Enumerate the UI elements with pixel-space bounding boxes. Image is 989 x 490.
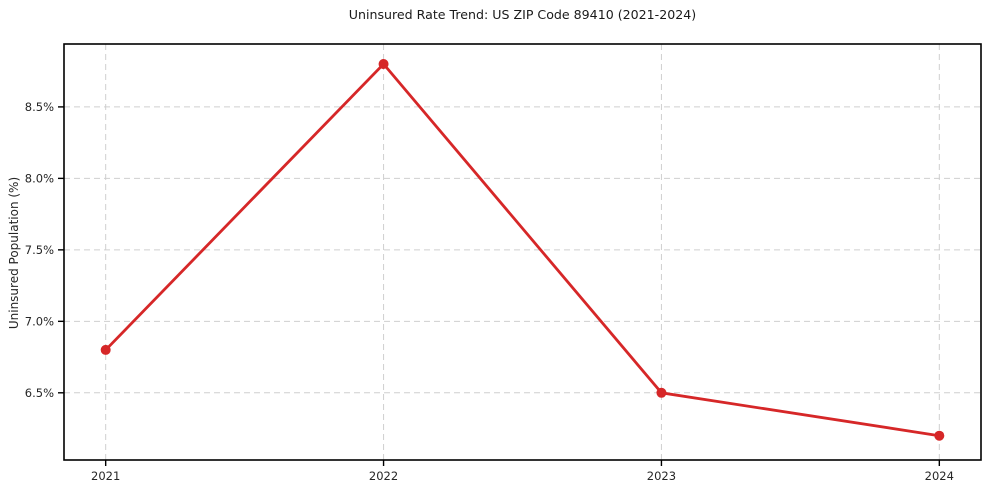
x-tick-label: 2022	[369, 469, 398, 483]
y-tick-label: 7.5%	[25, 243, 54, 257]
plot-border	[63, 43, 982, 461]
trend-line	[104, 62, 941, 438]
chart-title: Uninsured Rate Trend: US ZIP Code 89410 …	[348, 7, 697, 22]
data-point	[934, 430, 945, 441]
y-tick-label: 8.5%	[25, 100, 54, 114]
y-tick-label: 8.0%	[25, 171, 54, 185]
x-tick-label: 2023	[647, 469, 676, 483]
y-tick-label: 7.0%	[25, 314, 54, 328]
y-tick-label: 6.5%	[25, 386, 54, 400]
data-point	[656, 387, 667, 398]
x-tick-label: 2021	[91, 469, 120, 483]
x-tick-label: 2024	[925, 469, 954, 483]
data-point	[378, 59, 389, 70]
data-point	[100, 344, 111, 355]
